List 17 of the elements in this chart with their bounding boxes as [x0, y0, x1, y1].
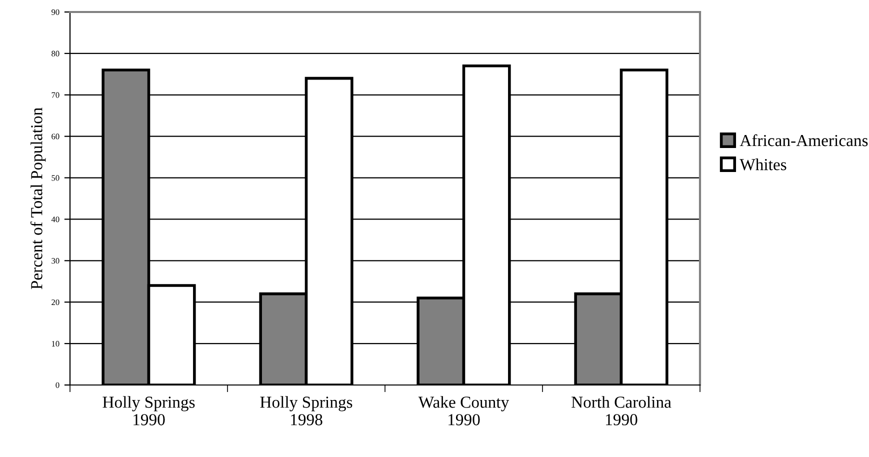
y-tick-label: 50: [52, 175, 60, 181]
x-tick-label: Holly Springs 1998: [260, 396, 352, 426]
y-tick-label: 30: [52, 258, 60, 264]
y-tick-label: 10: [52, 340, 60, 347]
y-tick-label: 60: [52, 134, 60, 140]
y-tick-label: 20: [52, 299, 60, 306]
x-tick-label: North Carolina 1990: [572, 396, 672, 426]
y-tick-label: 70: [52, 92, 60, 98]
y-tick-label: 0: [56, 382, 60, 388]
y-tick-label: 90: [52, 9, 60, 15]
legend-label: Whites: [740, 158, 786, 170]
x-tick-label: Wake County 1990: [418, 396, 510, 426]
y-axis-title: Percent of Total Population: [30, 108, 46, 290]
x-tick-label: Holly Springs 1990: [102, 396, 195, 426]
y-tick-label: 40: [51, 216, 60, 222]
y-tick-label: 80: [52, 50, 60, 56]
legend-label: African-Americans: [740, 134, 868, 146]
